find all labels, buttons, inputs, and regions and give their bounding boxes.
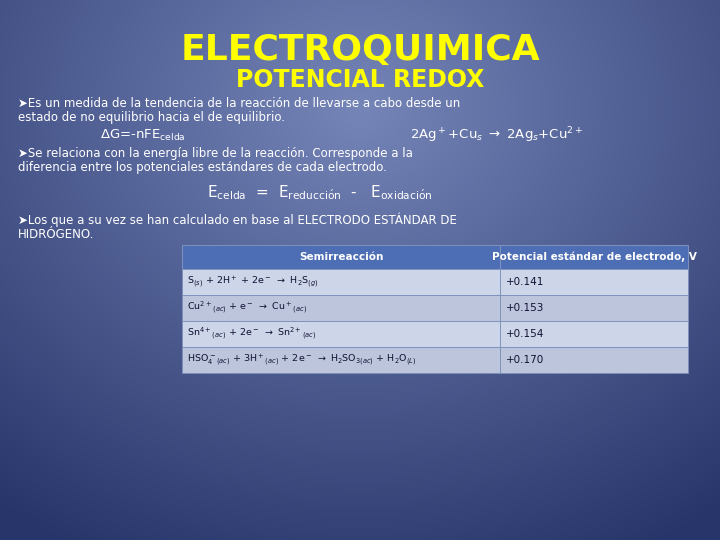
Text: ➤Se relaciona con la energía libre de la reacción. Corresponde a la: ➤Se relaciona con la energía libre de la…: [18, 146, 413, 159]
Bar: [182, 269, 500, 295]
Bar: [500, 245, 688, 269]
Bar: [182, 245, 500, 269]
Text: +0.154: +0.154: [506, 329, 544, 339]
Text: Potencial estándar de electrodo, V: Potencial estándar de electrodo, V: [492, 252, 696, 262]
Text: ➤Los que a su vez se han calculado en base al ELECTRODO ESTÁNDAR DE: ➤Los que a su vez se han calculado en ba…: [18, 213, 457, 227]
Text: ➤Es un medida de la tendencia de la reacción de llevarse a cabo desde un: ➤Es un medida de la tendencia de la reac…: [18, 97, 460, 110]
Text: POTENCIAL REDOX: POTENCIAL REDOX: [236, 68, 484, 92]
Text: HIDRÓGENO.: HIDRÓGENO.: [18, 228, 94, 241]
Text: S$_{(s)}$ + 2H$^+$ + 2e$^-$ $\rightarrow$ H$_2$S$_{(g)}$: S$_{(s)}$ + 2H$^+$ + 2e$^-$ $\rightarrow…: [187, 274, 318, 289]
Text: E$_{\sf celda}$  =  E$_{\sf reducci\acute{o}n}$  -   E$_{\sf oxidaci\acute{o}n}$: E$_{\sf celda}$ = E$_{\sf reducci\acute{…: [207, 184, 433, 202]
Bar: [182, 295, 500, 321]
Text: Sn$^{4+}$$_{(ac)}$ + 2e$^-$ $\rightarrow$ Sn$^{2+}$$_{(ac)}$: Sn$^{4+}$$_{(ac)}$ + 2e$^-$ $\rightarrow…: [187, 326, 316, 342]
Bar: [500, 347, 688, 373]
Text: +0.170: +0.170: [506, 355, 544, 365]
Bar: [182, 321, 500, 347]
Bar: [500, 295, 688, 321]
Bar: [500, 321, 688, 347]
Text: Semirreacción: Semirreacción: [299, 252, 383, 262]
Bar: [182, 347, 500, 373]
Text: 2Ag$^+$+Cu$_s$ $\rightarrow$ 2Ag$_s$+Cu$^{2+}$: 2Ag$^+$+Cu$_s$ $\rightarrow$ 2Ag$_s$+Cu$…: [410, 125, 583, 145]
Text: ELECTROQUIMICA: ELECTROQUIMICA: [180, 33, 540, 67]
Text: Cu$^{2+}$$_{(ac)}$ + e$^-$ $\rightarrow$ Cu$^+$$_{(ac)}$: Cu$^{2+}$$_{(ac)}$ + e$^-$ $\rightarrow$…: [187, 300, 307, 316]
Text: +0.153: +0.153: [506, 303, 544, 313]
Text: HSO$_4^-$$_{(ac)}$ + 3H$^+$$_{(ac)}$ + 2e$^-$ $\rightarrow$ H$_2$SO$_{3(ac)}$ + : HSO$_4^-$$_{(ac)}$ + 3H$^+$$_{(ac)}$ + 2…: [187, 352, 416, 368]
Text: estado de no equilibrio hacia el de equilibrio.: estado de no equilibrio hacia el de equi…: [18, 111, 285, 125]
Text: +0.141: +0.141: [506, 277, 544, 287]
Text: $\Delta$G=-nFE$_{\sf celda}$: $\Delta$G=-nFE$_{\sf celda}$: [100, 127, 186, 143]
Text: diferencia entre los potenciales estándares de cada electrodo.: diferencia entre los potenciales estánda…: [18, 161, 387, 174]
Bar: [500, 269, 688, 295]
